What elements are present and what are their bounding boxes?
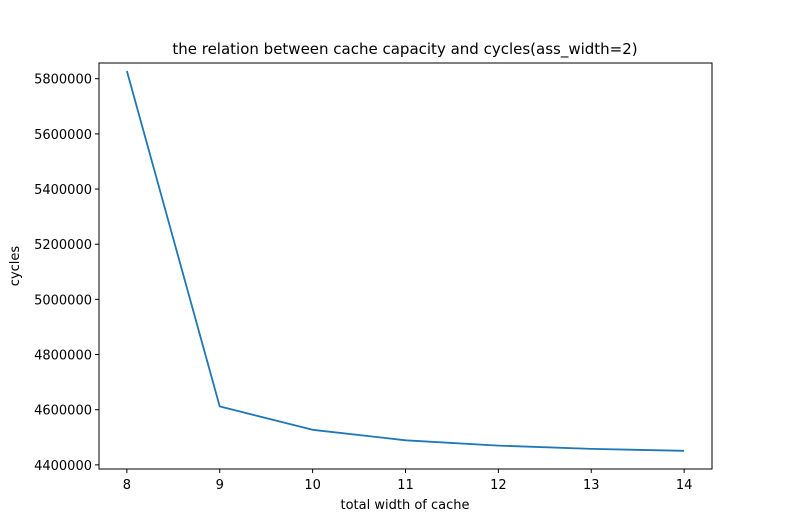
ticks-layer: 8 9 10 11 12 13 14 4400000 4600000 4800000 5000000…	[34, 73, 692, 493]
y-tick-label: 5200000	[34, 238, 92, 253]
x-tick-label: 14	[676, 478, 693, 493]
plot-frame	[98, 62, 713, 470]
y-tick-label: 4600000	[34, 404, 92, 419]
x-tick-label: 12	[490, 478, 507, 493]
x-tick-label: 13	[583, 478, 600, 493]
x-tick-label: 9	[216, 478, 224, 493]
series-line	[126, 70, 685, 452]
x-tick-label: 10	[304, 478, 321, 493]
y-tick-label: 5800000	[34, 73, 92, 88]
x-axis-label: total width of cache	[341, 498, 470, 513]
y-tick-label: 4800000	[34, 349, 92, 364]
y-tick-label: 5600000	[34, 128, 92, 143]
y-tick-label: 5400000	[34, 183, 92, 198]
y-tick-label: 5000000	[34, 293, 92, 308]
chart-title: the relation between cache capacity and …	[172, 40, 637, 59]
series-layer	[126, 70, 685, 452]
y-tick-label: 4400000	[34, 459, 92, 474]
x-tick-label: 8	[123, 478, 131, 493]
x-tick-label: 11	[397, 478, 414, 493]
y-axis-label: cycles	[8, 246, 23, 287]
